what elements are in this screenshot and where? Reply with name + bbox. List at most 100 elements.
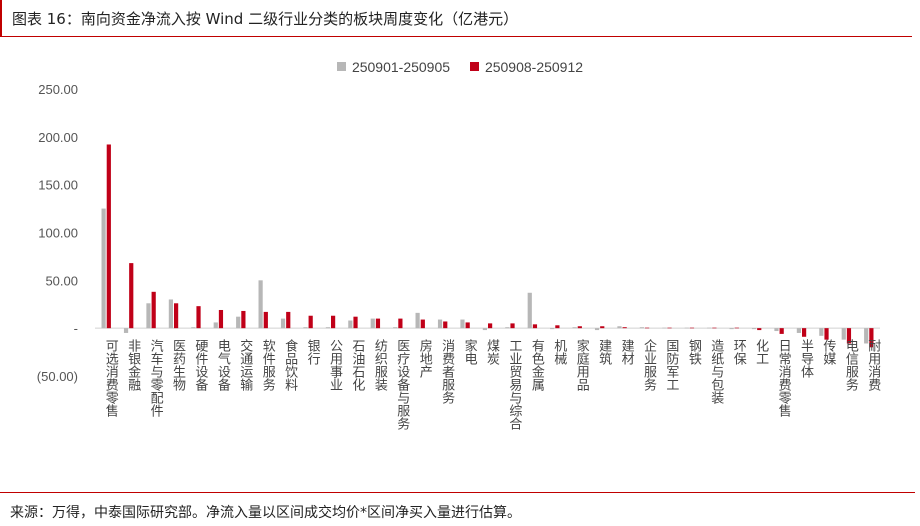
- bar-2-耐用消费: [869, 328, 874, 348]
- bar-1-企业服务: [639, 327, 644, 329]
- category-label: 食品饮料: [282, 339, 298, 392]
- category-label: 钢铁: [686, 339, 702, 365]
- bar-2-电信服务: [846, 328, 852, 344]
- bar-2-日常消费零售: [779, 328, 784, 334]
- bar-1-硬件设备: [191, 327, 196, 329]
- bar-1-建筑: [594, 328, 600, 331]
- bar-2-软件服务: [263, 311, 268, 329]
- bar-1-银行: [303, 327, 308, 329]
- bar-1-房地产: [415, 312, 420, 329]
- bar-1-非银金融: [123, 328, 129, 333]
- category-label: 机械: [551, 339, 567, 365]
- bar-2-建筑: [600, 326, 605, 329]
- bar-2-工业贸易与综合: [510, 323, 515, 329]
- bar-1-有色金属: [527, 292, 532, 329]
- y-tick-label: 150.00: [38, 178, 78, 193]
- legend-item-series-1: 250901-250905: [336, 58, 451, 75]
- category-label: 国防军工: [663, 339, 679, 391]
- bar-2-非银金融: [129, 263, 134, 329]
- bar-1-电信服务: [841, 328, 846, 340]
- bar-1-日常消费零售: [774, 328, 779, 332]
- bar-1-公用事业: [325, 327, 330, 329]
- bar-2-国防军工: [667, 327, 672, 329]
- category-label: 软件服务: [260, 339, 276, 391]
- category-label: 非银金融: [125, 339, 141, 391]
- category-label: 传媒: [820, 339, 836, 365]
- category-label: 化工: [753, 339, 769, 365]
- bar-2-传媒: [824, 328, 829, 340]
- bar-2-有色金属: [532, 324, 538, 329]
- category-label: 石油石化: [349, 339, 365, 392]
- legend-item-series-2: 250908-250912: [469, 58, 584, 75]
- legend-swatch-series-1: [336, 62, 346, 71]
- bar-2-煤炭: [488, 323, 493, 329]
- bar-2-家庭用品: [577, 326, 582, 329]
- category-label: 交通运输: [237, 339, 253, 392]
- bar-2-交通运输: [241, 310, 246, 329]
- category-label: 半导体: [798, 339, 814, 378]
- y-tick-label: -: [74, 321, 78, 336]
- bar-1-电气设备: [213, 322, 218, 329]
- bar-1-工业贸易与综合: [505, 327, 510, 329]
- source-note: 来源：万得，中泰国际研究部。净流入量以区间成交均价*区间净买入量进行估算。: [10, 505, 521, 521]
- category-label: 工业贸易与综合: [506, 339, 522, 430]
- category-label: 企业服务: [641, 339, 657, 392]
- category-label: 家电: [462, 339, 478, 366]
- bar-2-半导体: [802, 328, 807, 337]
- bar-2-消费者服务: [443, 321, 448, 329]
- category-label: 电信服务: [843, 339, 859, 391]
- category-label: 银行: [305, 339, 321, 366]
- y-tick-label: 100.00: [38, 226, 78, 241]
- bar-2-家电: [465, 322, 470, 329]
- y-tick-label: 50.00: [45, 273, 78, 288]
- bar-1-食品饮料: [280, 318, 286, 329]
- category-label: 造纸与包装: [708, 339, 724, 404]
- legend: 250901-250905 250908-250912: [0, 58, 920, 75]
- bar-1-软件服务: [258, 280, 263, 329]
- category-label: 有色金属: [529, 339, 545, 392]
- category-label: 消费者服务: [439, 339, 455, 404]
- bar-1-环保: [729, 328, 734, 330]
- legend-swatch-series-2: [469, 62, 479, 71]
- bar-1-医药生物: [168, 299, 173, 329]
- chart-title: 图表 16：南向资金净流入按 Wind 二级行业分类的板块周度变化（亿港元）: [12, 10, 519, 28]
- y-tick-label: (50.00): [37, 369, 78, 384]
- bar-1-家庭用品: [572, 327, 577, 329]
- bar-2-纺织服装: [375, 318, 381, 329]
- bar-1-半导体: [796, 328, 801, 333]
- bar-1-纺织服装: [370, 318, 375, 329]
- bar-2-食品饮料: [286, 311, 291, 329]
- legend-label-series-2: 250908-250912: [484, 58, 584, 75]
- bar-1-家电: [460, 319, 465, 329]
- legend-label-series-1: 250901-250905: [351, 58, 451, 75]
- category-label: 家庭用品: [574, 339, 590, 392]
- bar-2-电气设备: [218, 309, 224, 329]
- category-label: 建筑: [596, 339, 612, 366]
- bar-2-硬件设备: [196, 306, 201, 329]
- bar-2-银行: [308, 315, 313, 329]
- bar-2-钢铁: [689, 327, 695, 329]
- category-label: 可选消费零售: [103, 339, 119, 417]
- bar-2-石油石化: [353, 316, 358, 329]
- bar-2-汽车与零配件: [151, 291, 156, 329]
- category-label: 日常消费零售: [776, 339, 792, 417]
- bar-2-医疗设备与服务: [398, 318, 403, 329]
- bar-2-建材: [622, 327, 627, 329]
- bar-1-消费者服务: [437, 319, 443, 329]
- category-label: 公用事业: [327, 339, 343, 391]
- bar-1-石油石化: [348, 320, 353, 329]
- y-tick-label: 200.00: [38, 130, 78, 145]
- category-label: 房地产: [417, 339, 433, 380]
- bar-2-企业服务: [645, 327, 650, 329]
- bar-2-可选消费零售: [106, 144, 111, 329]
- bar-1-耐用消费: [864, 328, 869, 344]
- category-label: 环保: [731, 339, 747, 365]
- bar-1-传媒: [819, 328, 824, 336]
- bar-1-可选消费零售: [101, 208, 106, 329]
- category-label: 电气设备: [215, 339, 231, 392]
- bar-1-机械: [550, 328, 555, 330]
- footer-divider: [0, 492, 915, 493]
- bar-2-医药生物: [174, 303, 179, 329]
- bar-1-国防军工: [662, 327, 667, 329]
- bar-2-机械: [555, 325, 560, 329]
